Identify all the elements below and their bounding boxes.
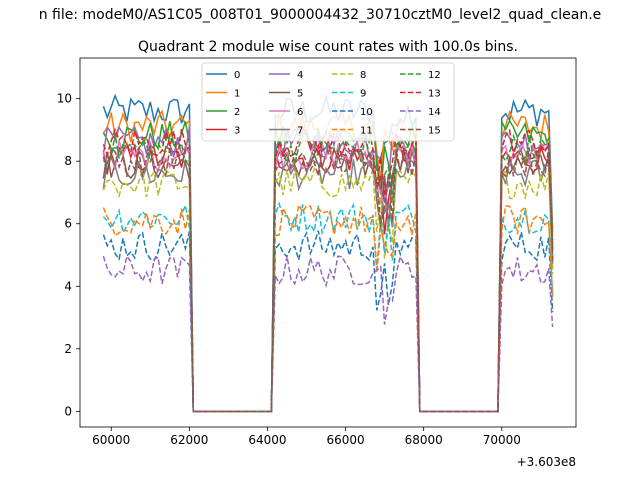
x-tick-label: 64000	[248, 433, 286, 447]
legend-label: 10	[360, 107, 373, 118]
legend-label: 9	[360, 89, 366, 100]
plot-frame	[79, 57, 577, 428]
legend-label: 15	[428, 126, 441, 137]
legend-label: 7	[297, 126, 303, 137]
legend-label: 2	[234, 107, 240, 118]
legend-label: 3	[234, 126, 240, 137]
y-tick-label: 4	[64, 279, 72, 293]
suptitle: n file: modeM0/AS1C05_008T01_9000004432_…	[39, 7, 602, 23]
plot-lines	[102, 93, 554, 413]
y-tick-label: 10	[57, 92, 72, 106]
legend-label: 4	[297, 70, 303, 81]
x-tick-label: 70000	[483, 433, 521, 447]
legend-label: 12	[428, 70, 441, 81]
series-line-14	[102, 254, 554, 413]
series-line-12	[103, 133, 554, 413]
legend-label: 11	[360, 126, 373, 137]
legend-box	[201, 62, 455, 142]
x-tick-label: 60000	[92, 433, 130, 447]
x-tick-label: 62000	[170, 433, 208, 447]
legend-label: 1	[234, 89, 240, 100]
legend-label: 6	[297, 107, 303, 118]
x-tick-label: 68000	[405, 433, 443, 447]
legend-label: 13	[428, 89, 441, 100]
y-tick-label: 2	[64, 342, 72, 356]
series-line-15	[102, 143, 554, 413]
legend-label: 14	[428, 107, 441, 118]
y-tick-label: 0	[64, 404, 72, 418]
y-tick-label: 8	[64, 154, 72, 168]
legend-label: 5	[297, 89, 303, 100]
y-tick-label: 6	[64, 217, 72, 231]
x-offset-label: +3.603e8	[517, 455, 576, 469]
legend-label: 8	[360, 70, 366, 81]
x-tick-label: 66000	[326, 433, 364, 447]
legend-label: 0	[234, 70, 240, 81]
chart-title: Quadrant 2 module wise count rates with …	[138, 39, 518, 55]
